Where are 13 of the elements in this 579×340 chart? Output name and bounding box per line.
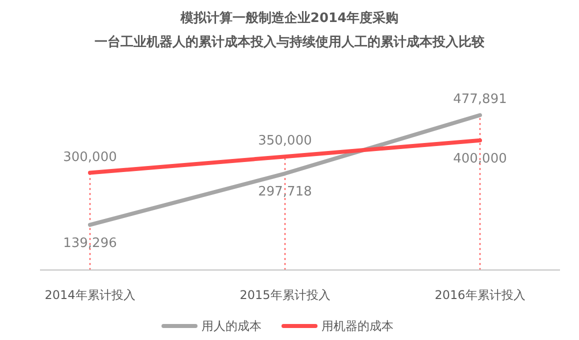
legend-label: 用人的成本 xyxy=(202,319,262,333)
legend-label: 用机器的成本 xyxy=(322,319,394,333)
chart-title: 模拟计算一般制造企业2014年度采购 xyxy=(179,10,399,26)
data-label: 297,718 xyxy=(258,184,312,200)
chart-subtitle: 一台工业机器人的累计成本投入与持续使用人工的累计成本投入比较 xyxy=(94,34,486,50)
data-label: 400,000 xyxy=(453,151,507,166)
data-label: 300,000 xyxy=(63,150,117,165)
x-tick-label: 2016年累计投入 xyxy=(434,288,526,302)
data-label: 477,891 xyxy=(453,92,507,108)
x-tick-label: 2015年累计投入 xyxy=(240,288,330,302)
data-label: 350,000 xyxy=(258,134,312,149)
x-tick-label: 2014年累计投入 xyxy=(44,288,136,302)
data-label: 139,296 xyxy=(63,236,117,251)
